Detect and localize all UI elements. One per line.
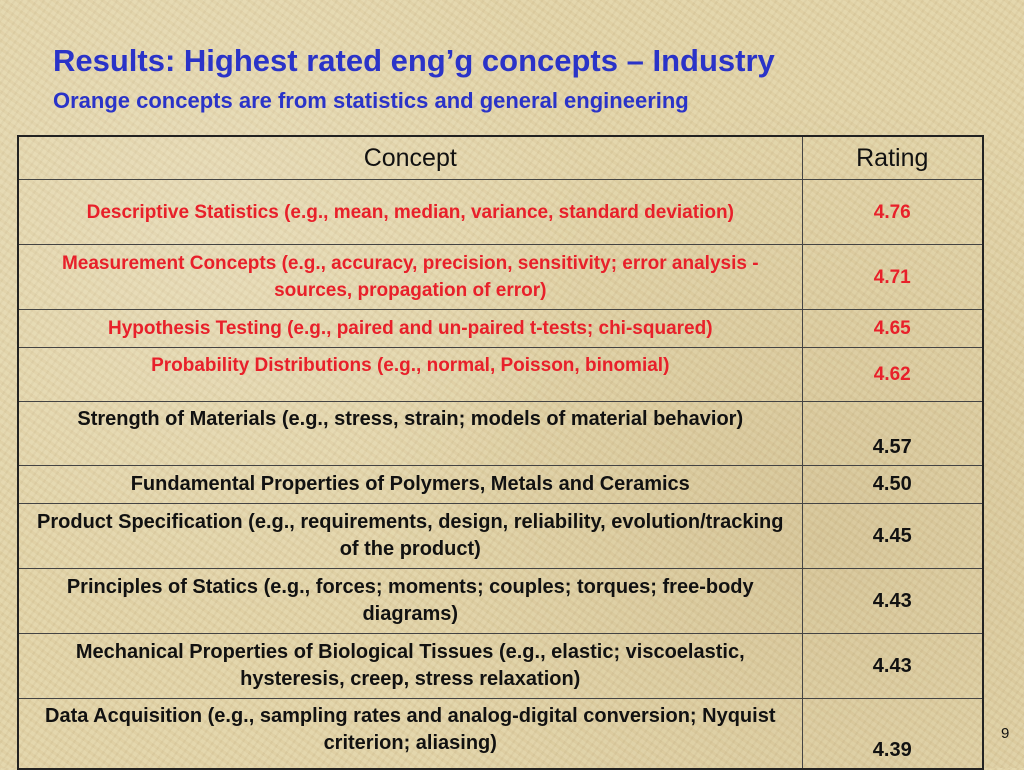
table-row: Strength of Materials (e.g., stress, str… <box>17 401 984 466</box>
table-row: Data Acquisition (e.g., sampling rates a… <box>17 698 984 769</box>
rating-cell: 4.43 <box>801 568 984 634</box>
concept-cell: Hypothesis Testing (e.g., paired and un-… <box>17 309 803 348</box>
concept-cell: Probability Distributions (e.g., normal,… <box>17 347 803 402</box>
concept-cell: Data Acquisition (e.g., sampling rates a… <box>17 698 803 769</box>
table-row: Probability Distributions (e.g., normal,… <box>17 347 984 402</box>
header-concept: Concept <box>17 135 803 180</box>
rating-cell: 4.65 <box>801 309 984 348</box>
table-row: Hypothesis Testing (e.g., paired and un-… <box>17 309 984 348</box>
concept-cell: Principles of Statics (e.g., forces; mom… <box>17 568 803 634</box>
concept-cell: Mechanical Properties of Biological Tiss… <box>17 633 803 699</box>
slide-title: Results: Highest rated eng’g concepts – … <box>53 43 775 78</box>
table-row: Mechanical Properties of Biological Tiss… <box>17 633 984 699</box>
concept-cell: Descriptive Statistics (e.g., mean, medi… <box>17 179 803 245</box>
concepts-table: Concept Rating Descriptive Statistics (e… <box>17 135 984 770</box>
rating-cell: 4.45 <box>801 503 984 569</box>
table-row: Principles of Statics (e.g., forces; mom… <box>17 568 984 634</box>
concept-cell: Product Specification (e.g., requirement… <box>17 503 803 569</box>
concept-cell: Fundamental Properties of Polymers, Meta… <box>17 465 803 504</box>
table-row: Fundamental Properties of Polymers, Meta… <box>17 465 984 504</box>
table-row: Product Specification (e.g., requirement… <box>17 503 984 569</box>
table-row: Measurement Concepts (e.g., accuracy, pr… <box>17 244 984 310</box>
concept-cell: Strength of Materials (e.g., stress, str… <box>17 401 803 466</box>
rating-cell: 4.57 <box>801 401 984 466</box>
rating-cell: 4.71 <box>801 244 984 310</box>
rating-cell: 4.43 <box>801 633 984 699</box>
header-rating: Rating <box>801 135 984 180</box>
rating-cell: 4.76 <box>801 179 984 245</box>
concept-cell: Measurement Concepts (e.g., accuracy, pr… <box>17 244 803 310</box>
rating-cell: 4.62 <box>801 347 984 402</box>
slide-subtitle: Orange concepts are from statistics and … <box>53 88 689 113</box>
page-number: 9 <box>1001 725 1010 742</box>
rating-cell: 4.39 <box>801 698 984 769</box>
table-header-row: Concept Rating <box>17 135 984 180</box>
rating-cell: 4.50 <box>801 465 984 504</box>
table-row: Descriptive Statistics (e.g., mean, medi… <box>17 179 984 245</box>
